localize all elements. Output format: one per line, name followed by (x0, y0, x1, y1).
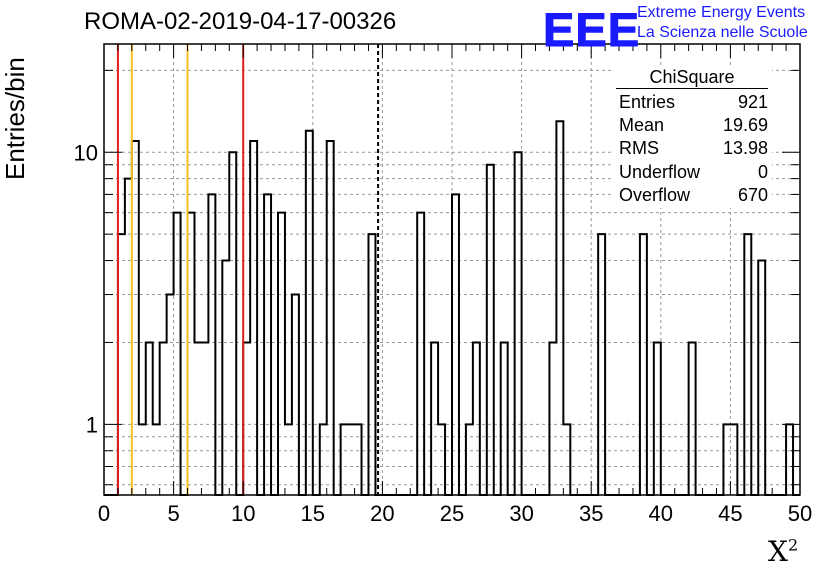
stats-label: Overflow (619, 184, 691, 205)
x-axis-label: X2 (768, 535, 798, 568)
chart-title: ROMA-02-2019-04-17-00326 (84, 8, 397, 35)
histogram-bin (549, 342, 556, 495)
histogram-bin (501, 342, 508, 495)
stats-label: Underflow (619, 161, 701, 182)
histogram-bin (188, 213, 195, 495)
x-tick-label: 35 (579, 501, 603, 526)
logo-subtitle-line2: La Scienza nelle Scuole (637, 24, 808, 41)
stats-value: 0 (757, 161, 768, 182)
y-tick-label: 1 (86, 412, 98, 437)
histogram-bin (264, 194, 271, 495)
stats-row-overflow: Overflow 670 (612, 184, 772, 207)
x-tick-label: 5 (167, 501, 179, 526)
histogram-bin (146, 342, 153, 495)
histogram-bin (306, 131, 313, 495)
logo-subtitle-line1: Extreme Energy Events (637, 4, 806, 21)
histogram-bin (160, 342, 167, 495)
histogram-bin (222, 261, 229, 495)
histogram-bin (431, 342, 438, 495)
y-axis-label: Entries/bin (0, 57, 30, 180)
stats-value: 670 (737, 184, 768, 205)
histogram-bin (243, 342, 250, 495)
stats-box: ChiSquare Entries 921 Mean 19.69 RMS 13.98 … (612, 66, 772, 207)
histogram-bin (167, 295, 174, 495)
stats-row-mean: Mean 19.69 (612, 114, 772, 137)
x-tick-label: 40 (649, 501, 673, 526)
x-axis-label-base: X (768, 535, 788, 568)
stats-value: 921 (737, 92, 768, 112)
histogram-bin (417, 213, 424, 495)
histogram-bin (654, 342, 661, 495)
histogram-bin (598, 234, 605, 495)
histogram-bin (194, 342, 201, 495)
x-tick-label: 0 (98, 501, 110, 526)
histogram-bin (229, 152, 236, 495)
histogram-bin (473, 342, 480, 495)
histogram-bin (118, 234, 125, 495)
eee-logo: EEE (542, 3, 641, 57)
stats-value: 13.98 (722, 138, 768, 159)
x-tick-label: 10 (231, 501, 255, 526)
x-tick-label: 15 (301, 501, 325, 526)
histogram-bin (452, 194, 459, 495)
x-axis-label-exponent: 2 (787, 535, 799, 555)
histogram-bin (201, 342, 208, 495)
histogram-bin (368, 234, 375, 495)
x-tick-label: 45 (718, 501, 742, 526)
x-tick-label: 20 (370, 501, 394, 526)
histogram-bin (515, 152, 522, 495)
histogram-bin (556, 121, 563, 495)
histogram-bin (689, 342, 696, 495)
histogram-bin (208, 194, 215, 495)
y-tick-label: 10 (74, 140, 98, 165)
stats-label: RMS (619, 138, 659, 159)
x-tick-label: 25 (440, 501, 464, 526)
histogram-bin (744, 234, 751, 495)
histogram-bin (758, 261, 765, 495)
stats-label: Mean (619, 115, 665, 136)
stats-row-underflow: Underflow 0 (612, 161, 772, 184)
stats-value: 19.69 (722, 115, 768, 136)
histogram-bin (640, 234, 647, 495)
histogram-bin (174, 213, 181, 495)
stats-row-entries: Entries 921 (612, 91, 772, 114)
stats-row-rms: RMS 13.98 (612, 137, 772, 160)
histogram-bin (125, 179, 132, 495)
stats-box-title: ChiSquare (616, 66, 768, 89)
x-tick-label: 30 (509, 501, 533, 526)
histogram-bin (278, 213, 285, 495)
x-tick-label: 50 (788, 501, 812, 526)
stats-box-background (612, 66, 772, 208)
stats-label: Entries (619, 92, 676, 112)
histogram-bin (292, 295, 299, 495)
histogram-bin (487, 165, 494, 495)
